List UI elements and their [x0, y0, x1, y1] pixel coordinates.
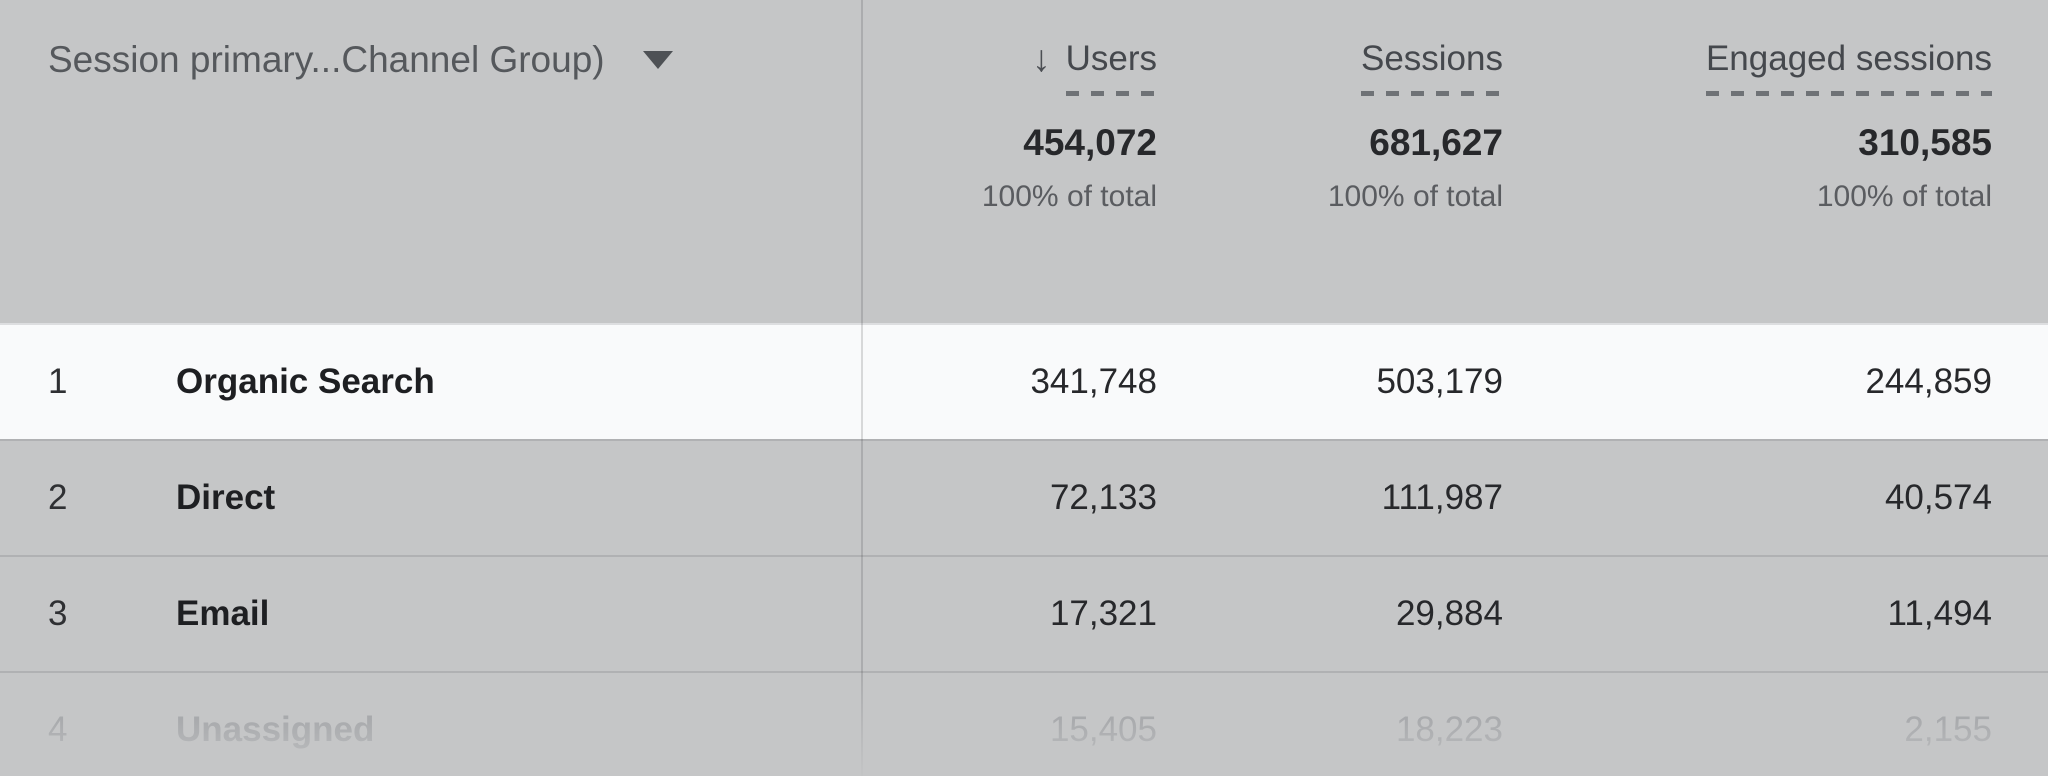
column-header-label: Users: [1066, 36, 1157, 96]
totals-row: 454,072 100% of total 681,627 100% of to…: [0, 96, 2048, 214]
engaged-sessions-value: 244,859: [1865, 362, 1992, 401]
total-share: 100% of total: [1816, 180, 1992, 213]
users-value: 17,321: [1049, 594, 1157, 633]
table-header-section: Session primary...Channel Group) ↓ Users…: [0, 0, 2048, 323]
total-value: 681,627: [1369, 122, 1503, 163]
dimension-cell: 1 Organic Search: [0, 362, 863, 402]
channel-name: Organic Search: [176, 362, 435, 401]
dimension-cell: 4 Unassigned: [0, 710, 863, 750]
sessions-value: 111,987: [1381, 478, 1503, 517]
dimension-cell: 3 Email: [0, 594, 863, 634]
column-header-users[interactable]: ↓ Users: [863, 36, 1157, 96]
sessions-value: 29,884: [1395, 594, 1503, 633]
total-share: 100% of total: [981, 180, 1157, 213]
engaged-sessions-value: 40,574: [1884, 478, 1992, 517]
dimension-header-dropdown[interactable]: Session primary...Channel Group): [0, 36, 863, 84]
totals-sessions: 681,627 100% of total: [1157, 122, 1503, 214]
engaged-sessions-value: 11,494: [1887, 594, 1992, 633]
table-row[interactable]: 3 Email 17,321 29,884 11,494: [0, 555, 2048, 671]
users-value: 15,405: [1049, 710, 1157, 749]
column-header-sessions[interactable]: Sessions: [1157, 36, 1503, 96]
sessions-value: 503,179: [1376, 362, 1503, 401]
column-header-label: Sessions: [1361, 36, 1503, 96]
users-value: 341,748: [1030, 362, 1157, 401]
channel-name: Unassigned: [176, 710, 375, 749]
totals-users: 454,072 100% of total: [863, 122, 1157, 214]
totals-row-spacer: [0, 122, 863, 214]
row-index: 2: [48, 478, 68, 517]
channel-name: Direct: [176, 478, 276, 517]
total-value: 454,072: [1023, 122, 1157, 163]
totals-engaged-sessions: 310,585 100% of total: [1503, 122, 2048, 214]
dropdown-arrow-icon: [642, 51, 673, 69]
engaged-sessions-value: 2,155: [1904, 710, 1992, 749]
total-value: 310,585: [1858, 122, 1992, 163]
column-header-row: Session primary...Channel Group) ↓ Users…: [0, 0, 2048, 96]
row-index: 4: [48, 710, 68, 749]
channel-name: Email: [176, 594, 270, 633]
column-header-label: Engaged sessions: [1706, 36, 1992, 96]
dimension-header-label: Session primary...Channel Group): [48, 39, 605, 80]
sort-descending-icon: ↓: [1032, 38, 1051, 79]
table-row[interactable]: 1 Organic Search 341,748 503,179 244,859: [0, 323, 2048, 439]
dimension-cell: 2 Direct: [0, 478, 863, 518]
table-row[interactable]: 4 Unassigned 15,405 18,223 2,155: [0, 671, 2048, 776]
total-share: 100% of total: [1327, 180, 1503, 213]
users-value: 72,133: [1049, 478, 1157, 517]
row-index: 3: [48, 594, 68, 633]
column-header-engaged-sessions[interactable]: Engaged sessions: [1503, 36, 2048, 96]
table-row[interactable]: 2 Direct 72,133 111,987 40,574: [0, 439, 2048, 555]
row-index: 1: [48, 362, 68, 401]
sessions-value: 18,223: [1395, 710, 1503, 749]
